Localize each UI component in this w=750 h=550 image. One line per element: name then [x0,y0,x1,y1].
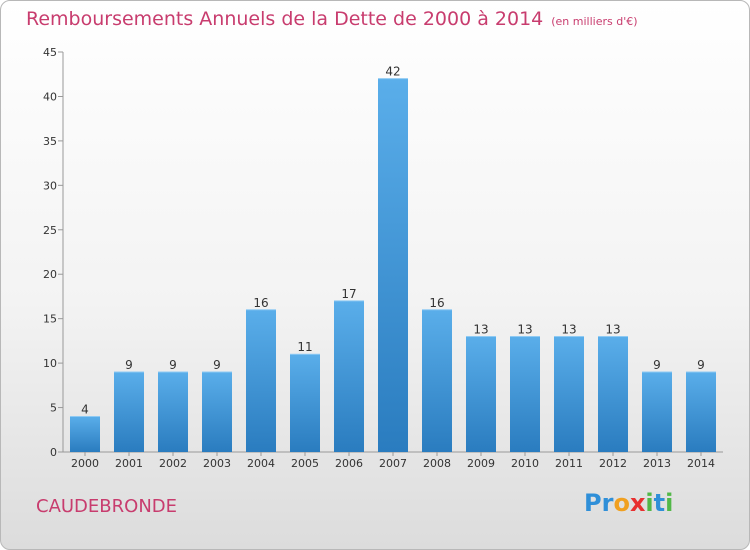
x-tick-label: 2006 [335,457,363,470]
x-tick-label: 2008 [423,457,451,470]
x-tick-label: 2000 [71,457,99,470]
bar [202,372,232,452]
bar [510,336,540,452]
bar-value-label: 9 [125,358,133,372]
x-tick-label: 2011 [555,457,583,470]
x-tick-label: 2012 [599,457,627,470]
y-tick-label: 25 [43,224,57,237]
x-tick-label: 2013 [643,457,671,470]
bar-value-label: 17 [341,287,356,301]
bar-value-label: 16 [429,296,444,310]
logo-letter: P [584,489,602,517]
y-tick-label: 10 [43,357,57,370]
bar [378,78,408,453]
x-tick-label: 2014 [687,457,715,470]
y-tick-label: 0 [50,446,57,459]
x-tick-label: 2010 [511,457,539,470]
bar [246,309,276,452]
x-tick-label: 2003 [203,457,231,470]
bar [598,336,628,452]
y-tick-label: 5 [50,402,57,415]
bar [466,336,496,452]
x-tick-label: 2005 [291,457,319,470]
bar-value-label: 9 [213,358,221,372]
y-tick-label: 45 [43,46,57,59]
chart-unit: (en milliers d'€) [551,15,638,28]
logo-letter: i [645,489,654,517]
y-tick-label: 35 [43,135,57,148]
bar-value-label: 42 [385,65,400,79]
bar [70,416,100,452]
bar-value-label: 9 [653,358,661,372]
y-tick-label: 30 [43,179,57,192]
chart-title: Remboursements Annuels de la Dette de 20… [26,8,638,30]
logo-letter: r [601,489,614,517]
y-tick-label: 15 [43,313,57,326]
x-tick-label: 2001 [115,457,143,470]
bar [686,372,716,452]
bar-value-label: 4 [81,402,89,416]
bar [642,372,672,452]
y-tick-label: 20 [43,268,57,281]
proxiti-logo: Proxiti [584,489,673,517]
bar-value-label: 13 [473,322,488,336]
logo-letter: o [613,489,630,517]
x-tick-label: 2004 [247,457,275,470]
bar-value-label: 16 [253,296,268,310]
logo-letter: x [629,489,646,517]
bar [422,309,452,452]
bar-value-label: 9 [169,358,177,372]
y-tick-label: 40 [43,90,57,103]
bar-value-label: 11 [297,340,312,354]
bar-value-label: 13 [605,322,620,336]
bar [554,336,584,452]
bar [290,354,320,452]
chart-title-text: Remboursements Annuels de la Dette de 20… [26,8,544,30]
x-tick-label: 2007 [379,457,407,470]
bar [334,300,364,452]
bar-value-label: 13 [517,322,532,336]
bar [158,372,188,452]
bar-value-label: 13 [561,322,576,336]
logo-letter: t [653,489,666,517]
commune-name: CAUDEBRONDE [36,496,178,517]
bar-value-label: 9 [697,358,705,372]
x-tick-label: 2009 [467,457,495,470]
logo-letter: i [665,489,674,517]
x-tick-label: 2002 [159,457,187,470]
bar [114,372,144,452]
